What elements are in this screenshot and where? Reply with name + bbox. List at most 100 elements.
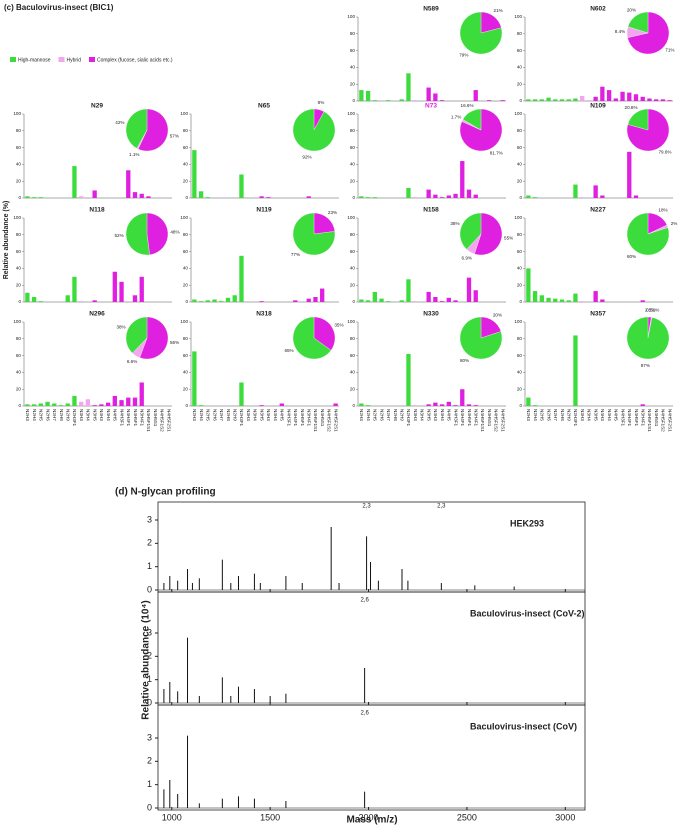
y-tick-label: 60 [16,353,22,358]
bar [25,292,30,302]
y-tick-label: 2 [147,651,152,661]
y-tick-label: 20 [517,178,523,183]
pie-slice [292,316,332,360]
panel-label: Baculovirus-insect (CoV) [470,721,577,731]
y-tick-label: 60 [350,353,356,358]
y-tick-label: 0 [18,195,21,200]
bar [372,197,377,198]
bar [65,403,70,406]
bar [105,402,111,406]
y-tick-label: 80 [350,232,356,237]
bar [586,100,592,101]
bar [85,399,91,406]
x-tick-label: N2H4 [199,409,204,421]
pie-slice [292,108,336,152]
bar [640,404,645,406]
bar [139,382,144,406]
y-tick-label: 100 [347,111,355,116]
bar [546,297,551,302]
bar [126,170,131,198]
chart-title: N73 [425,103,437,110]
y-tick-label: 40 [350,65,356,70]
y-tick-label: 100 [514,111,522,116]
x-tick-label: N2H6 [546,409,551,421]
y-tick-label: 100 [180,319,188,324]
y-tick-label: 80 [183,232,189,237]
pie-label: 65% [284,348,293,353]
bar [58,405,64,406]
x-tick-label: N3H5 [593,409,598,421]
y-tick-label: 80 [350,336,356,341]
y-tick-label: 2 [147,538,152,548]
x-tick-label: N2H7 [219,409,224,421]
bar [539,99,544,101]
x-tick-label: N4H5S1 [153,409,158,427]
pie-label: 80% [627,254,636,259]
y-tick-label: 60 [517,48,523,53]
bar [532,405,538,406]
pie-label: 20.8% [625,105,638,110]
bar [31,197,37,198]
bar [573,98,578,101]
bar [526,397,531,406]
pie-label: 2.5% [645,307,655,312]
pie-label: 55% [504,236,513,241]
y-tick-label: 80 [183,128,189,133]
legend-label: High-mannose [18,57,51,63]
bar [460,161,465,198]
bar [306,298,311,302]
bar [453,405,458,406]
y-tick-label: 60 [16,249,22,254]
pie-label: 79% [459,52,468,57]
x-tick-label: N2H7 [386,409,391,421]
y-tick-label: 80 [517,31,523,36]
pie-label: 1.7% [451,114,461,119]
y-tick-label: 100 [13,319,21,324]
x-tick-label: N4H5F1 [634,409,639,427]
bar [566,300,571,302]
x-tick-label: N4H3 [600,409,605,421]
x-tick-label: N2H7 [52,409,57,421]
bar [446,297,451,302]
bar [580,95,585,101]
bar [259,196,264,198]
bar [667,100,672,101]
bar [640,96,645,101]
bar [593,291,598,302]
x-tick-label: N2H3F1 [239,409,244,427]
bar [72,395,77,406]
y-tick-label: 20 [16,282,22,287]
bar [359,403,364,406]
pie-label: 21% [494,8,503,13]
bar [433,402,438,406]
chart-title: N119 [256,207,272,214]
y-tick-label: 20 [183,386,189,391]
bar [606,90,612,101]
x-tick-label: N2H8 [59,409,64,421]
bar [466,189,472,198]
x-tick-label: N4H5F2S1 [500,409,505,432]
bar [31,404,37,406]
chart-title: N118 [89,207,105,214]
y-tick-label: 20 [16,178,22,183]
x-tick-label: N4H4 [273,409,278,421]
x-tick-label: N4H5 [614,409,619,421]
bar [239,382,244,406]
panel-c-title: (c) Baculovirus-insect (BIC1) [4,3,114,12]
bar [426,87,431,101]
pie-label: 2% [671,221,678,226]
x-tick-label: 1000 [162,812,182,822]
bar [31,296,37,302]
y-tick-label: 20 [350,386,356,391]
bar [539,295,544,302]
bar [426,291,431,302]
bar [232,295,237,302]
chart-title: N65 [258,103,270,110]
bar [473,194,478,198]
y-tick-label: 60 [517,145,523,150]
y-tick-label: 3 [147,732,152,742]
bar [219,301,224,302]
y-tick-label: 100 [514,14,522,19]
bar [426,189,431,198]
pie-label: 80% [460,358,469,363]
